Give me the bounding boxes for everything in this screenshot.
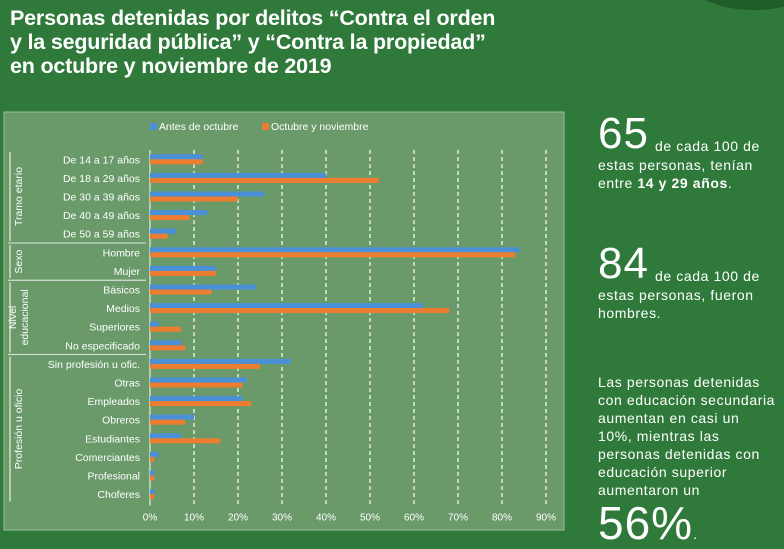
category-label: Mujer — [114, 266, 141, 278]
stat-age-lead: de cada 100 de — [654, 138, 760, 154]
legend-swatch-octubre — [262, 123, 269, 130]
x-tick-label: 80% — [492, 512, 512, 523]
category-label: De 50 a 59 años — [63, 229, 140, 241]
legend-label-octubre: Octubre y noviembre — [271, 121, 369, 133]
category-label: De 30 a 39 años — [63, 192, 140, 204]
bar-antes — [150, 451, 159, 457]
bar-octubre — [150, 252, 516, 258]
stat-education: Las personas detenidas con educación sec… — [598, 373, 778, 547]
group-label: Profesión u oficio — [13, 389, 25, 470]
bar-antes — [150, 489, 155, 495]
bar-octubre — [150, 270, 216, 276]
bar-octubre — [150, 215, 190, 221]
bar-octubre — [150, 233, 168, 239]
bar-octubre — [150, 494, 155, 500]
bar-antes — [150, 210, 208, 216]
bar-antes — [150, 191, 265, 197]
title-line-3: en octubre y noviembre de 2019 — [10, 54, 332, 78]
bar-antes — [150, 303, 423, 309]
category-label: Obreros — [102, 415, 140, 427]
x-tick-label: 70% — [448, 512, 468, 523]
group-label: Nivel — [7, 306, 19, 329]
bar-octubre — [150, 363, 260, 369]
x-tick-label: 30% — [272, 512, 292, 523]
category-label: Comerciantes — [75, 452, 140, 464]
bar-octubre — [150, 289, 212, 295]
stat-sex: 84 de cada 100 de estas personas, fueron … — [598, 242, 778, 322]
category-label: Otras — [114, 378, 140, 390]
legend-label-antes: Antes de octubre — [159, 121, 239, 133]
category-label: De 14 a 17 años — [63, 154, 140, 166]
legend-swatch-antes — [150, 123, 157, 130]
x-tick-label: 0% — [143, 512, 158, 523]
category-label: Medios — [106, 303, 140, 315]
category-label: Básicos — [103, 285, 140, 297]
x-tick-label: 20% — [228, 512, 248, 523]
bar-antes — [150, 470, 155, 476]
stat-age-end: . — [727, 175, 733, 191]
bar-antes — [150, 321, 159, 327]
bar-antes — [150, 247, 520, 253]
bar-antes — [150, 228, 177, 234]
category-label: Empleados — [87, 396, 140, 408]
x-tick-label: 50% — [360, 512, 380, 523]
bar-octubre — [150, 159, 203, 165]
chart-container: Antes de octubre Octubre y noviembre 0% 10%… — [0, 110, 570, 533]
bar-antes — [150, 414, 194, 420]
bar-antes — [150, 172, 326, 178]
category-label: No especificado — [65, 340, 140, 352]
category-label: De 18 a 29 años — [63, 173, 140, 185]
bar-octubre — [150, 401, 252, 407]
bar-octubre — [150, 196, 238, 202]
bar-antes — [150, 284, 256, 290]
bar-antes — [150, 154, 203, 160]
stat-sex-number: 84 — [598, 239, 649, 288]
bar-octubre — [150, 177, 379, 183]
bar-octubre — [150, 475, 155, 481]
category-label: Profesional — [87, 471, 140, 483]
bar-chart: Antes de octubre Octubre y noviembre 0% 10%… — [3, 111, 565, 531]
title-line-1: Personas detenidas por delitos “Contra e… — [10, 6, 496, 30]
stat-age-text: estas personas, tenían entre — [598, 157, 753, 191]
bar-octubre — [150, 308, 450, 314]
stat-age: 65 de cada 100 de estas personas, tenían … — [598, 112, 778, 192]
bar-octubre — [150, 438, 221, 444]
bar-antes — [150, 396, 243, 402]
title-line-2: y la seguridad pública” y “Contra la pro… — [10, 30, 486, 54]
group-label: Tramo etario — [13, 167, 25, 226]
bar-antes — [150, 377, 247, 383]
x-tick-label: 60% — [404, 512, 424, 523]
category-label: De 40 a 49 años — [63, 210, 140, 222]
bar-octubre — [150, 382, 243, 388]
bar-octubre — [150, 326, 181, 332]
stat-education-number: 56% — [598, 497, 694, 549]
bar-octubre — [150, 345, 186, 351]
stat-age-bold: 14 y 29 años — [637, 175, 728, 191]
category-label: Estudiantes — [85, 433, 140, 445]
category-label: Superiores — [89, 322, 140, 334]
corner-decoration — [694, 0, 784, 10]
x-tick-label: 40% — [316, 512, 336, 523]
bar-octubre — [150, 456, 155, 462]
bar-antes — [150, 433, 181, 439]
stat-education-text: Las personas detenidas con educación sec… — [598, 374, 776, 498]
category-label: Hombre — [103, 247, 141, 259]
page-title: Personas detenidas por delitos “Contra e… — [10, 6, 570, 78]
stat-education-end: . — [693, 526, 698, 542]
group-label: Sexo — [13, 249, 25, 273]
category-label: Sin profesión u ofic. — [48, 359, 140, 371]
stat-age-number: 65 — [598, 109, 649, 158]
category-label: Choferes — [97, 489, 140, 501]
stat-sex-lead: de cada 100 de — [654, 268, 760, 284]
bar-antes — [150, 358, 291, 364]
bar-antes — [150, 340, 181, 346]
bar-octubre — [150, 419, 186, 425]
x-tick-label: 10% — [184, 512, 204, 523]
x-tick-label: 90% — [536, 512, 556, 523]
group-label: educacional — [19, 289, 31, 345]
bar-antes — [150, 265, 216, 271]
stat-sex-text: estas personas, fueron hombres. — [598, 287, 754, 321]
